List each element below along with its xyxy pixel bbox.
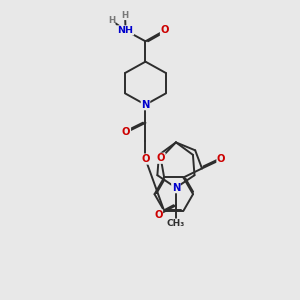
- Text: N: N: [141, 100, 150, 110]
- Text: O: O: [157, 153, 165, 163]
- Text: N: N: [172, 183, 180, 193]
- Text: O: O: [141, 154, 150, 164]
- Text: NH: NH: [118, 26, 134, 35]
- Text: O: O: [217, 154, 226, 164]
- Text: O: O: [122, 127, 130, 137]
- Text: O: O: [154, 210, 163, 220]
- Text: CH₃: CH₃: [167, 219, 185, 228]
- Text: H: H: [122, 11, 129, 20]
- Text: H: H: [108, 16, 115, 25]
- Text: O: O: [160, 26, 169, 35]
